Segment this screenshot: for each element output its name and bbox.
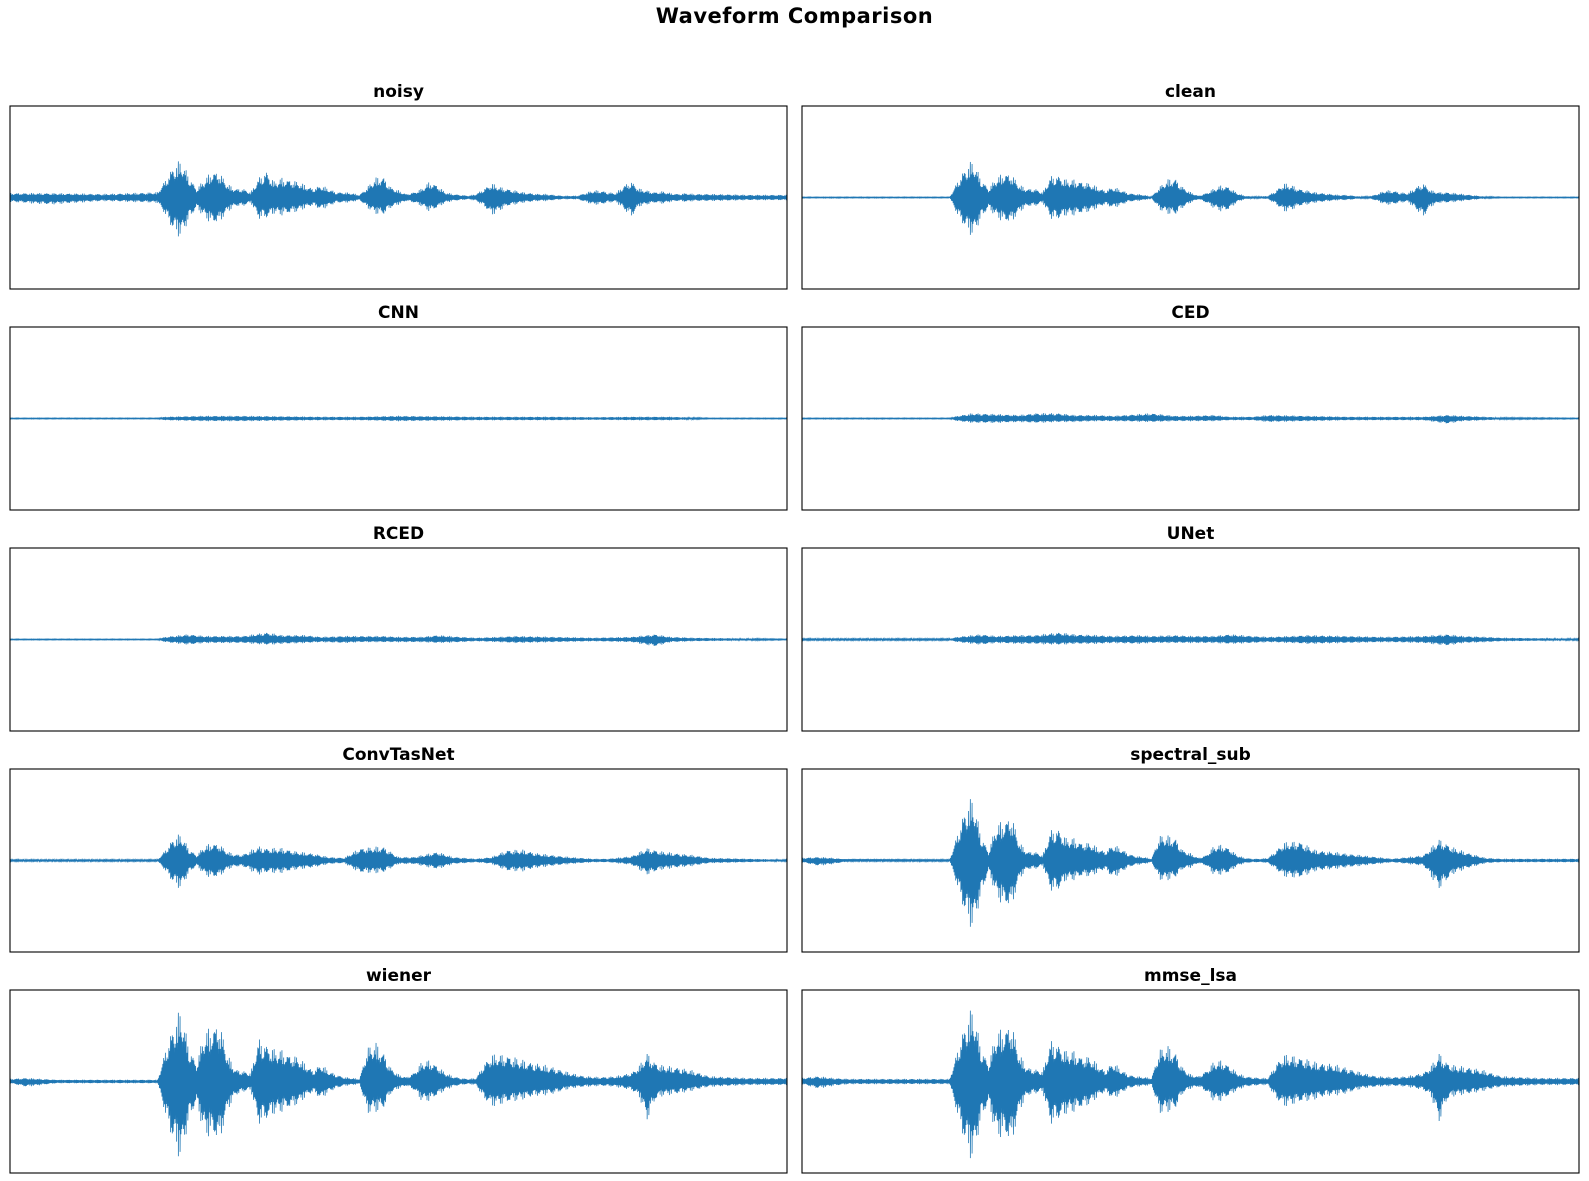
axes-frame xyxy=(801,326,1580,511)
axes-frame xyxy=(9,547,788,732)
waveform-panel: mmse_lsa xyxy=(801,966,1580,1174)
waveform-series xyxy=(9,1012,788,1157)
waveform-series xyxy=(9,415,788,422)
panel-title: mmse_lsa xyxy=(1144,966,1237,986)
axes-frame xyxy=(9,326,788,511)
axes-frame xyxy=(801,547,1580,732)
waveform-panel: UNet xyxy=(801,524,1580,732)
axes-frame xyxy=(9,989,788,1174)
waveform-series xyxy=(9,834,788,888)
panel-title: spectral_sub xyxy=(1130,745,1251,765)
waveform-panel: CED xyxy=(801,303,1580,511)
waveform-panel: clean xyxy=(801,82,1580,290)
axes-frame xyxy=(9,768,788,953)
waveform-panel: ConvTasNet xyxy=(9,745,788,953)
axes-frame xyxy=(801,105,1580,290)
panel-title: clean xyxy=(1165,82,1216,102)
waveform-panel: RCED xyxy=(9,524,788,732)
axes-frame xyxy=(801,768,1580,953)
axes-frame xyxy=(9,105,788,290)
panel-title: ConvTasNet xyxy=(342,745,454,765)
waveform-panel: spectral_sub xyxy=(801,745,1580,953)
panel-title: CED xyxy=(1171,303,1209,323)
waveform-panel: wiener xyxy=(9,966,788,1174)
figure-title: Waveform Comparison xyxy=(655,4,934,28)
axes-frame xyxy=(801,989,1580,1174)
panel-title: noisy xyxy=(373,82,424,102)
panel-title: CNN xyxy=(378,303,419,323)
panel-title: RCED xyxy=(373,524,424,544)
panel-title: wiener xyxy=(366,966,432,986)
waveform-panel: CNN xyxy=(9,303,788,511)
waveform-series xyxy=(801,799,1580,927)
waveform-series xyxy=(801,1010,1580,1159)
waveform-series xyxy=(9,161,788,237)
waveform-series xyxy=(801,412,1580,424)
waveform-series xyxy=(801,632,1580,646)
waveform-series xyxy=(801,161,1580,235)
waveform-series xyxy=(9,632,788,646)
panel-title: UNet xyxy=(1167,524,1215,544)
waveform-panel: noisy xyxy=(9,82,788,290)
